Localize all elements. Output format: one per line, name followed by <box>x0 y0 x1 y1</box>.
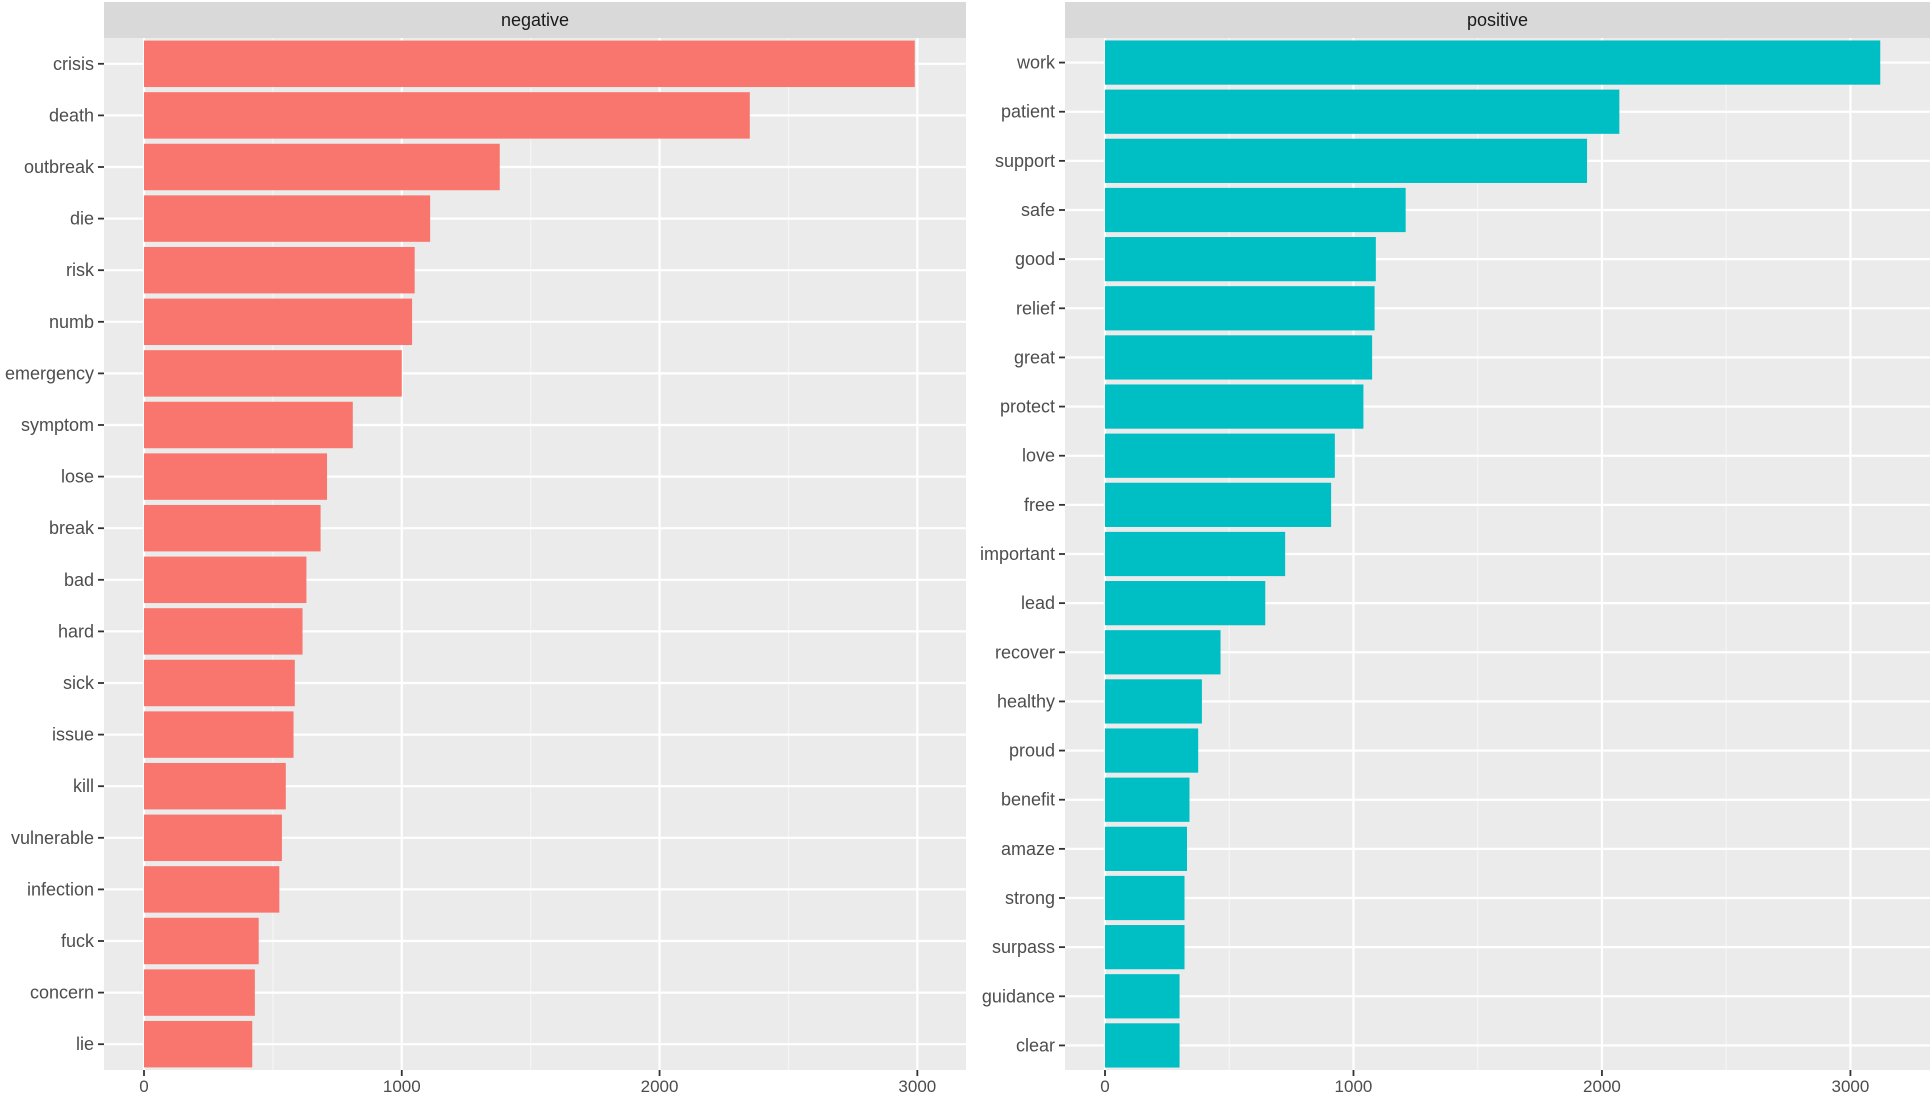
category-label: lie <box>76 1034 94 1054</box>
panel-positive: positive work patient support safe good relief… <box>980 2 1930 1095</box>
category-label: love <box>1022 446 1055 466</box>
category-label: work <box>1016 53 1056 73</box>
category-label: surpass <box>992 937 1055 957</box>
x-tick-label: 3000 <box>1832 1077 1870 1095</box>
bar-positive-support <box>1105 138 1588 183</box>
facet-title: positive <box>1467 10 1528 30</box>
bar-positive-benefit <box>1105 777 1190 822</box>
facet-strip <box>104 2 966 38</box>
bar-positive-patient <box>1105 89 1620 134</box>
bar-positive-great <box>1105 335 1373 380</box>
category-label: benefit <box>1001 790 1055 810</box>
category-label: safe <box>1021 200 1055 220</box>
bar-negative-death <box>144 92 750 139</box>
bar-positive-recover <box>1105 630 1221 675</box>
panel-negative: negative crisis death outbreak die risk numb em… <box>5 2 966 1095</box>
category-label: proud <box>1009 741 1055 761</box>
category-label: concern <box>30 983 94 1003</box>
category-label: die <box>70 209 94 229</box>
bar-positive-strong <box>1105 875 1185 921</box>
bar-positive-work <box>1105 40 1881 85</box>
bar-negative-vulnerable <box>144 814 282 862</box>
category-label: fuck <box>61 931 95 951</box>
category-label: patient <box>1001 102 1055 122</box>
x-tick-label: 0 <box>139 1077 148 1095</box>
bar-negative-crisis <box>144 40 915 88</box>
bar-negative-kill <box>144 762 286 810</box>
category-label: relief <box>1016 298 1056 318</box>
bar-negative-sick <box>144 659 295 707</box>
category-label: clear <box>1016 1035 1055 1055</box>
bar-negative-lose <box>144 453 328 500</box>
category-label: recover <box>995 642 1055 662</box>
facet-strip <box>1065 2 1930 38</box>
x-tick-label: 1000 <box>383 1077 421 1095</box>
plot-background <box>104 38 966 1070</box>
category-label: guidance <box>982 986 1055 1006</box>
category-label: crisis <box>53 54 94 74</box>
bar-negative-hard <box>144 608 303 655</box>
category-label: amaze <box>1001 839 1055 859</box>
bar-positive-surpass <box>1105 925 1185 970</box>
x-tick-label: 2000 <box>641 1077 679 1095</box>
category-label: infection <box>27 879 94 899</box>
category-label: hard <box>58 621 94 641</box>
category-label: break <box>49 518 95 538</box>
bar-negative-emergency <box>144 350 402 397</box>
category-label: bad <box>64 570 94 590</box>
bar-negative-break <box>144 504 321 552</box>
category-label: issue <box>52 725 94 745</box>
bar-positive-guidance <box>1105 974 1180 1019</box>
bar-negative-issue <box>144 711 294 758</box>
category-label: emergency <box>5 363 94 383</box>
bar-positive-safe <box>1105 187 1406 233</box>
category-label: symptom <box>21 415 94 435</box>
category-label: protect <box>1000 397 1055 417</box>
category-label: great <box>1014 347 1055 367</box>
bar-positive-free <box>1105 482 1332 527</box>
bar-negative-numb <box>144 298 413 346</box>
x-tick-label: 2000 <box>1583 1077 1621 1095</box>
category-label: strong <box>1005 888 1055 908</box>
bar-negative-die <box>144 195 431 242</box>
bar-negative-bad <box>144 556 307 604</box>
category-label: important <box>980 544 1055 564</box>
bar-negative-lie <box>144 1020 253 1068</box>
bar-negative-symptom <box>144 401 353 449</box>
bar-positive-proud <box>1105 728 1199 773</box>
bar-positive-clear <box>1105 1023 1180 1068</box>
category-label: good <box>1015 249 1055 269</box>
x-tick-label: 1000 <box>1335 1077 1373 1095</box>
category-label: numb <box>49 312 94 332</box>
category-label: free <box>1024 495 1055 515</box>
bar-positive-protect <box>1105 384 1364 429</box>
bar-negative-concern <box>144 969 255 1016</box>
category-label: healthy <box>997 691 1055 711</box>
category-label: sick <box>63 673 95 693</box>
category-label: support <box>995 151 1055 171</box>
bar-positive-relief <box>1105 286 1375 331</box>
bar-negative-fuck <box>144 917 259 965</box>
category-label: risk <box>66 260 95 280</box>
bar-positive-amaze <box>1105 826 1187 871</box>
category-label: outbreak <box>24 157 95 177</box>
bar-negative-outbreak <box>144 143 500 191</box>
bar-positive-love <box>1105 433 1335 478</box>
bar-positive-healthy <box>1105 679 1202 724</box>
bar-positive-important <box>1105 531 1286 577</box>
category-label: lead <box>1021 593 1055 613</box>
category-label: death <box>49 105 94 125</box>
bar-positive-lead <box>1105 581 1266 626</box>
x-tick-label: 0 <box>1100 1077 1109 1095</box>
category-label: lose <box>61 467 94 487</box>
category-label: vulnerable <box>11 828 94 848</box>
bar-negative-infection <box>144 866 280 913</box>
bar-positive-good <box>1105 237 1376 282</box>
category-label: kill <box>73 776 94 796</box>
facet-title: negative <box>501 10 569 30</box>
x-tick-label: 3000 <box>898 1077 936 1095</box>
bar-negative-risk <box>144 246 415 294</box>
